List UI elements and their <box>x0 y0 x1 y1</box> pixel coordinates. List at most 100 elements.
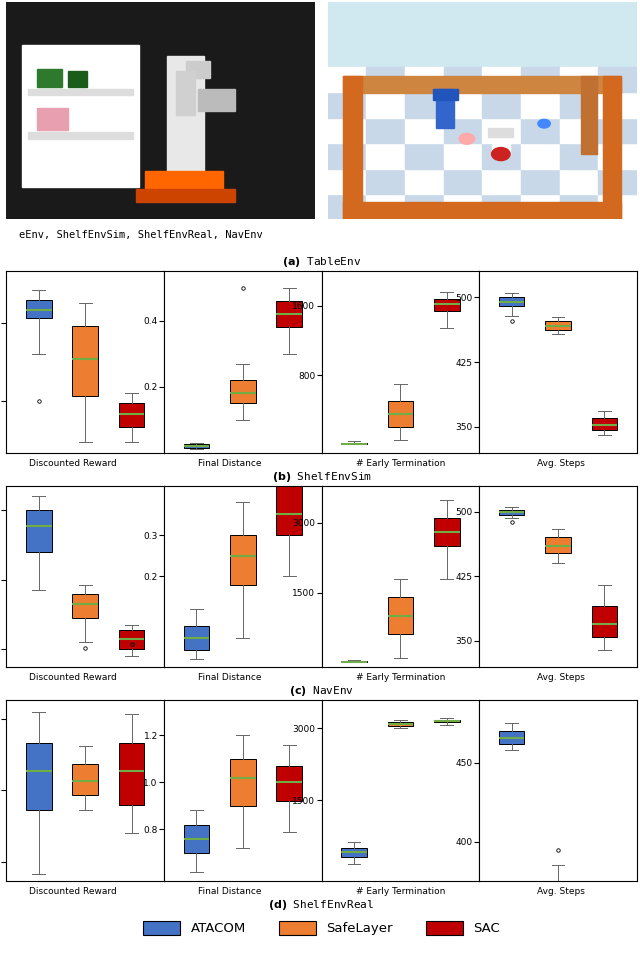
Bar <box>521 67 559 92</box>
PathPatch shape <box>72 595 98 618</box>
PathPatch shape <box>341 847 367 857</box>
Bar <box>343 76 621 93</box>
PathPatch shape <box>341 443 367 444</box>
Bar <box>559 67 598 92</box>
PathPatch shape <box>26 742 52 810</box>
Bar <box>598 92 637 118</box>
Text: # Early Termination: # Early Termination <box>356 887 445 896</box>
Bar <box>483 92 521 118</box>
Bar <box>136 189 235 201</box>
PathPatch shape <box>72 764 98 795</box>
PathPatch shape <box>434 720 460 722</box>
Circle shape <box>538 120 550 128</box>
Bar <box>492 128 510 154</box>
Circle shape <box>459 133 475 144</box>
Bar <box>186 60 211 78</box>
PathPatch shape <box>184 824 209 853</box>
Bar <box>483 118 521 143</box>
Bar <box>198 89 235 111</box>
Bar <box>483 143 521 168</box>
Bar <box>328 143 367 168</box>
Bar <box>559 194 598 219</box>
Bar <box>598 143 637 168</box>
Bar <box>367 143 405 168</box>
Bar <box>436 89 454 128</box>
Bar <box>444 67 483 92</box>
PathPatch shape <box>72 326 98 396</box>
Bar <box>444 194 483 219</box>
Bar <box>367 118 405 143</box>
PathPatch shape <box>276 301 302 328</box>
Text: # Early Termination: # Early Termination <box>356 458 445 468</box>
Bar <box>483 67 521 92</box>
Bar <box>521 118 559 143</box>
Text: Avg. Steps: Avg. Steps <box>537 458 585 468</box>
PathPatch shape <box>184 445 209 448</box>
Text: Final Distance: Final Distance <box>198 887 262 896</box>
PathPatch shape <box>276 486 302 535</box>
Bar <box>483 168 521 194</box>
Bar <box>367 67 405 92</box>
Bar <box>28 89 133 95</box>
Bar <box>603 76 621 219</box>
Bar <box>328 92 367 118</box>
Bar <box>37 69 62 87</box>
Text: $\mathbf{(c)}$ NavEnv: $\mathbf{(c)}$ NavEnv <box>289 684 354 699</box>
Text: # Early Termination: # Early Termination <box>356 672 445 682</box>
Bar <box>405 143 444 168</box>
Bar <box>22 46 140 187</box>
Bar <box>444 143 483 168</box>
Bar <box>28 132 133 139</box>
Bar <box>444 118 483 143</box>
PathPatch shape <box>591 606 617 636</box>
Text: Avg. Steps: Avg. Steps <box>537 887 585 896</box>
Bar <box>328 67 367 92</box>
Bar <box>167 56 204 176</box>
Bar <box>521 143 559 168</box>
PathPatch shape <box>119 631 144 649</box>
PathPatch shape <box>591 418 617 430</box>
PathPatch shape <box>26 300 52 318</box>
Bar <box>405 194 444 219</box>
Bar <box>405 168 444 194</box>
Text: Discounted Reward: Discounted Reward <box>29 458 116 468</box>
PathPatch shape <box>434 519 460 546</box>
Bar <box>559 92 598 118</box>
Bar <box>405 118 444 143</box>
PathPatch shape <box>545 537 571 553</box>
Text: Final Distance: Final Distance <box>198 672 262 682</box>
Bar <box>343 201 621 219</box>
Bar <box>367 194 405 219</box>
Text: $\mathbf{(a)}$ TableEnv: $\mathbf{(a)}$ TableEnv <box>282 255 362 269</box>
PathPatch shape <box>388 722 413 726</box>
Legend: ATACOM, SafeLayer, SAC: ATACOM, SafeLayer, SAC <box>143 920 500 935</box>
Bar <box>433 89 458 100</box>
Bar <box>521 168 559 194</box>
Bar <box>483 194 521 219</box>
PathPatch shape <box>276 766 302 801</box>
Bar <box>37 108 68 130</box>
Bar <box>444 168 483 194</box>
Bar <box>444 92 483 118</box>
Bar <box>405 92 444 118</box>
PathPatch shape <box>388 597 413 634</box>
Bar <box>328 168 367 194</box>
Bar <box>598 168 637 194</box>
Bar <box>559 143 598 168</box>
Text: Discounted Reward: Discounted Reward <box>29 672 116 682</box>
Bar <box>521 92 559 118</box>
Bar <box>598 118 637 143</box>
Bar <box>177 71 195 115</box>
PathPatch shape <box>26 510 52 552</box>
Bar <box>559 118 598 143</box>
Text: Avg. Steps: Avg. Steps <box>537 672 585 682</box>
Bar <box>328 118 367 143</box>
Bar <box>598 67 637 92</box>
PathPatch shape <box>119 404 144 427</box>
PathPatch shape <box>499 298 524 306</box>
PathPatch shape <box>119 742 144 805</box>
Bar <box>559 168 598 194</box>
PathPatch shape <box>545 321 571 330</box>
Bar <box>488 128 513 136</box>
Bar <box>367 168 405 194</box>
